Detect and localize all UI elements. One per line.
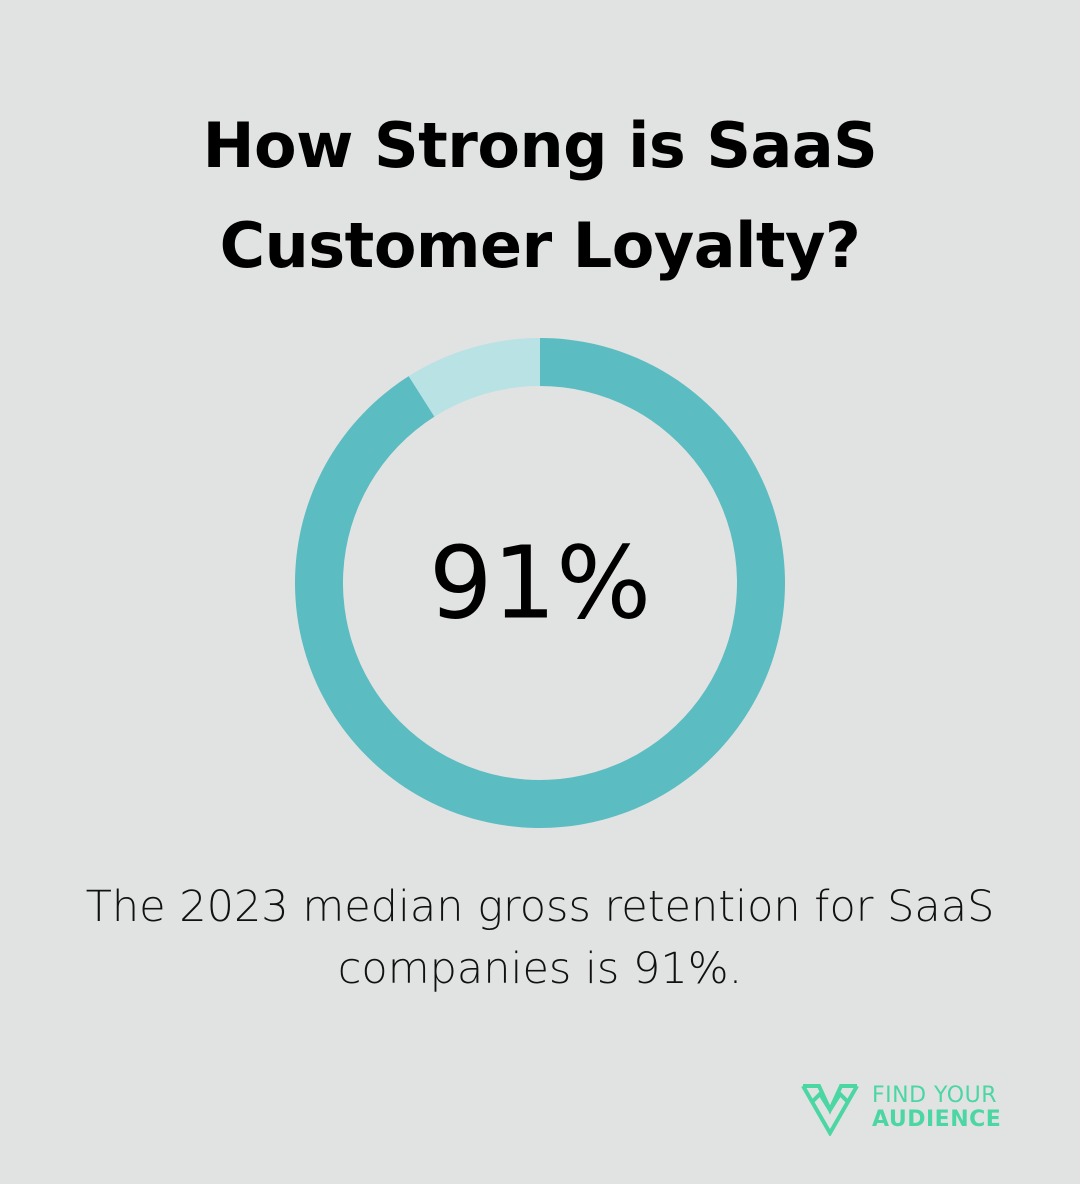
chart-title-line-1: How Strong is SaaS bbox=[202, 109, 878, 182]
chart-title: How Strong is SaaS Customer Loyalty? bbox=[90, 96, 990, 296]
donut-center-value: 91% bbox=[429, 525, 651, 642]
brand-logo: FIND YOUR AUDIENCE bbox=[800, 1078, 1020, 1138]
logo-text: FIND YOUR AUDIENCE bbox=[872, 1084, 1001, 1132]
caption-line-2: companies is 91%. bbox=[337, 944, 743, 994]
logo-text-line-2: AUDIENCE bbox=[872, 1107, 1002, 1132]
donut-slices bbox=[294, 338, 785, 828]
donut-chart: 91% bbox=[294, 338, 785, 828]
logo-text-line-1: FIND YOUR bbox=[872, 1083, 997, 1108]
chart-title-line-2: Customer Loyalty? bbox=[219, 209, 861, 282]
caption-line-1: The 2023 median gross retention for SaaS bbox=[85, 882, 995, 932]
caption: The 2023 median gross retention for SaaS… bbox=[60, 876, 1020, 1000]
find-your-audience-logo-icon bbox=[801, 1084, 859, 1136]
donut-slice-2 bbox=[408, 338, 540, 417]
